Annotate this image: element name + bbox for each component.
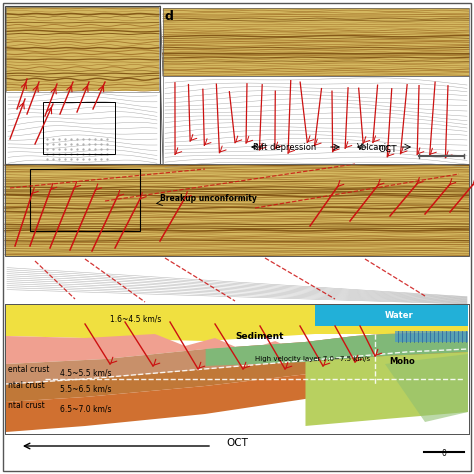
Text: Volcanic: Volcanic [357, 143, 392, 152]
Polygon shape [6, 332, 468, 364]
Bar [6, 7, 159, 92]
Text: ntal crust: ntal crust [8, 381, 45, 390]
Text: ental crust: ental crust [8, 365, 49, 374]
Bar [163, 8, 469, 76]
Bar [5, 164, 469, 256]
Text: High velocity layer 7.0~7.5 km/s: High velocity layer 7.0~7.5 km/s [255, 356, 370, 362]
Bar [5, 256, 469, 304]
Polygon shape [305, 352, 468, 426]
Text: Rift depression: Rift depression [253, 143, 316, 152]
Text: Moho: Moho [389, 357, 415, 366]
Polygon shape [315, 305, 468, 326]
Text: 1.6~4.5 km/s: 1.6~4.5 km/s [110, 315, 161, 324]
Bar [5, 304, 469, 434]
Text: Water: Water [384, 310, 413, 319]
Bar [30, 169, 140, 231]
Polygon shape [6, 332, 468, 384]
Text: 0: 0 [442, 449, 447, 458]
Polygon shape [6, 349, 468, 402]
Polygon shape [6, 305, 468, 341]
Bar [5, 164, 469, 256]
Text: 4.5~5.5 km/s: 4.5~5.5 km/s [60, 369, 111, 378]
Bar [6, 7, 159, 92]
Text: d: d [165, 10, 174, 23]
Bar [43, 102, 115, 154]
Text: 6.5~7.0 km/s: 6.5~7.0 km/s [60, 405, 111, 414]
Text: OCT: OCT [226, 438, 248, 448]
Text: ntal crust: ntal crust [8, 401, 45, 410]
Bar [163, 76, 469, 164]
Polygon shape [206, 332, 468, 366]
Bar [6, 91, 159, 163]
Bar [395, 331, 468, 342]
Polygon shape [6, 359, 468, 432]
Text: Breakup unconformity: Breakup unconformity [160, 194, 257, 203]
Text: Sediment: Sediment [235, 332, 283, 341]
Polygon shape [385, 354, 468, 422]
Bar [5, 6, 160, 164]
Bar [163, 76, 469, 164]
Text: OCT: OCT [379, 145, 398, 154]
Bar [5, 304, 469, 434]
Bar [163, 8, 469, 76]
Text: 5.5~6.5 km/s: 5.5~6.5 km/s [60, 385, 111, 394]
